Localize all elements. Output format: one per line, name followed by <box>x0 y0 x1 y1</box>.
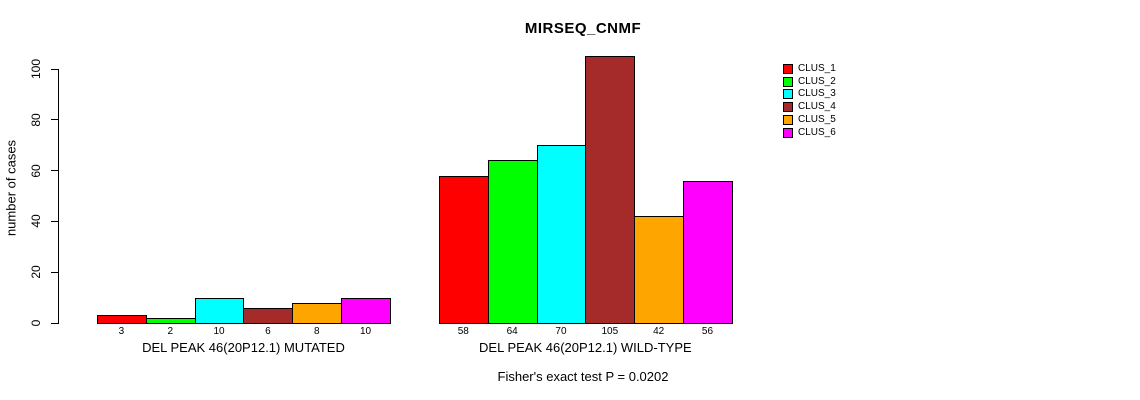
legend-swatch-clus_5 <box>783 114 793 125</box>
bar-clus_6-group1 <box>341 297 391 324</box>
legend-label-clus_4: CLUS_4 <box>798 101 836 113</box>
bar-clus_3-group2 <box>536 145 587 324</box>
bar-clus_6-group2 <box>683 180 733 324</box>
y-tick-mark <box>51 170 58 172</box>
bar-value-label: 10 <box>360 326 372 337</box>
y-tick-label: 40 <box>29 214 43 229</box>
y-tick-mark <box>51 322 58 324</box>
legend-swatch-clus_4 <box>783 102 793 113</box>
bar-value-label: 58 <box>457 326 469 337</box>
bar-value-label: 42 <box>653 326 665 337</box>
bar-value-label: 8 <box>313 326 320 337</box>
bar-value-label: 3 <box>118 326 125 337</box>
bar-clus_2-group2 <box>487 160 538 324</box>
y-tick-label: 20 <box>29 265 43 279</box>
y-tick-label: 0 <box>29 319 43 327</box>
bar-clus_4-group2 <box>585 56 636 324</box>
bar-clus_3-group1 <box>194 297 245 324</box>
bar-value-label: 64 <box>506 326 518 337</box>
legend-swatch-clus_1 <box>783 64 793 74</box>
legend-label-clus_1: CLUS_1 <box>798 63 836 74</box>
bar-value-label: 56 <box>701 326 714 337</box>
x-group-label: DEL PEAK 46(20P12.1) WILD-TYPE <box>479 340 692 355</box>
fisher-test-annotation: Fisher's exact test P = 0.0202 <box>497 369 669 384</box>
bar-clus_5-group2 <box>634 216 685 324</box>
y-tick-label: 60 <box>29 163 43 178</box>
chart-title: MIRSEQ_CNMF <box>524 20 642 37</box>
y-tick-mark <box>51 220 58 222</box>
x-group-label: DEL PEAK 46(20P12.1) MUTATED <box>142 340 345 355</box>
bar-value-label: 105 <box>601 326 619 337</box>
legend-label-clus_2: CLUS_2 <box>798 75 836 87</box>
y-axis-title: number of cases <box>3 139 19 237</box>
bar-clus_5-group1 <box>292 302 343 324</box>
y-tick-label: 80 <box>29 113 43 127</box>
y-tick-mark <box>51 68 58 70</box>
bar-value-label: 6 <box>265 326 271 337</box>
y-tick-label: 100 <box>29 58 43 80</box>
legend-swatch-clus_3 <box>783 89 793 100</box>
legend-label-clus_6: CLUS_6 <box>798 126 836 138</box>
legend-label-clus_3: CLUS_3 <box>798 88 836 100</box>
y-tick-mark <box>51 271 58 273</box>
bar-clus_4-group1 <box>243 307 294 324</box>
bar-clus_1-group2 <box>438 175 489 324</box>
legend-swatch-clus_2 <box>783 76 793 87</box>
legend-label-clus_5: CLUS_5 <box>798 113 836 125</box>
y-axis-line <box>58 69 59 324</box>
y-tick-mark <box>51 119 58 121</box>
bar-value-label: 10 <box>213 326 225 337</box>
bar-clus_1-group1 <box>97 315 147 324</box>
bar-value-label: 2 <box>167 326 174 337</box>
bar-value-label: 70 <box>555 326 567 337</box>
legend-swatch-clus_6 <box>783 127 793 138</box>
bar-clus_2-group1 <box>145 317 196 324</box>
